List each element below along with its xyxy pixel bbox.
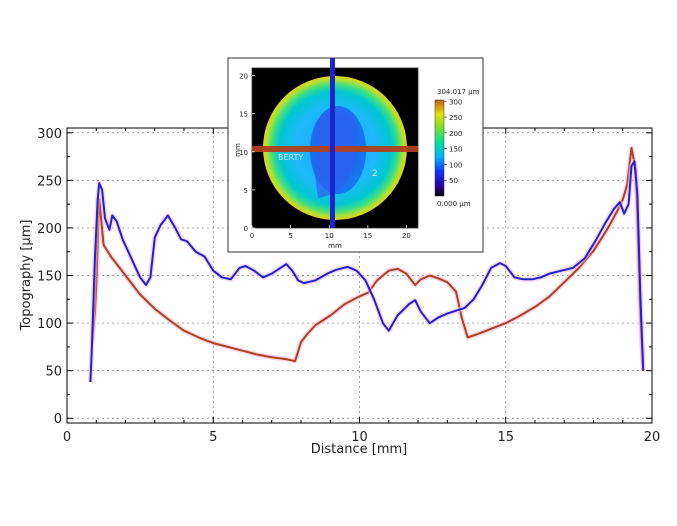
inset-axis-ticks: 0 5 10 15 20 0 5 10 15 20 bbox=[239, 73, 411, 240]
colorbar-tick-label: 150 bbox=[449, 146, 462, 154]
vertical-profile-line bbox=[330, 58, 335, 228]
inset-y-tick-label: 5 bbox=[244, 187, 248, 195]
series-line-1 bbox=[90, 147, 645, 371]
coin-portrait-profile bbox=[314, 107, 358, 198]
y-tick-label: 300 bbox=[37, 127, 62, 142]
y-tick-label: 150 bbox=[37, 270, 62, 285]
inset-y-tick-label: 15 bbox=[239, 111, 248, 119]
y-tick-label: 250 bbox=[37, 174, 62, 189]
inset-y-tick-label: 0 bbox=[244, 225, 248, 233]
colorbar-min-label: 0.000 µm bbox=[437, 200, 471, 208]
y-tick-label: 200 bbox=[37, 222, 62, 237]
y-tick-label: 50 bbox=[45, 365, 62, 380]
inset-x-tick-label: 20 bbox=[402, 232, 411, 240]
series-layer bbox=[87, 145, 646, 383]
colorbar-max-label: 304.017 µm bbox=[437, 88, 480, 96]
colorbar-tick-label: 250 bbox=[449, 114, 462, 122]
colorbar-tick-label: 50 bbox=[449, 177, 458, 185]
colorbar-tick-label: 100 bbox=[449, 161, 462, 169]
x-tick-label: 20 bbox=[644, 430, 661, 445]
inset-y-tick-label: 20 bbox=[239, 73, 248, 81]
coin-text-right: 2 bbox=[372, 169, 378, 179]
y-axis-label: Topography [µm] bbox=[19, 220, 34, 332]
x-tick-label: 5 bbox=[209, 430, 217, 445]
x-tick-label: 10 bbox=[351, 430, 368, 445]
inset-x-label: mm bbox=[328, 242, 342, 250]
inset-x-tick-label: 0 bbox=[250, 232, 254, 240]
inset-x-tick-label: 10 bbox=[325, 232, 334, 240]
colorbar-tick-label: 200 bbox=[449, 130, 462, 138]
coin-text-left: BERTY bbox=[278, 153, 303, 162]
y-tick-label: 100 bbox=[37, 317, 62, 332]
inset-x-tick-label: 5 bbox=[288, 232, 292, 240]
colorbar-ticks: 300 250 200 150 100 50 bbox=[444, 98, 462, 185]
inset-y-label: mm bbox=[234, 143, 242, 157]
inset-y-tick-label: 10 bbox=[239, 149, 248, 157]
x-tick-label: 15 bbox=[497, 430, 514, 445]
series-line-2 bbox=[89, 160, 645, 383]
x-axis-label: Distance [mm] bbox=[311, 442, 407, 457]
inset-x-tick-label: 15 bbox=[363, 232, 372, 240]
colorbar-tick-label: 300 bbox=[449, 98, 462, 106]
y-tick-label: 0 bbox=[54, 412, 62, 427]
colorbar bbox=[434, 99, 445, 197]
x-tick-label: 0 bbox=[63, 430, 71, 445]
